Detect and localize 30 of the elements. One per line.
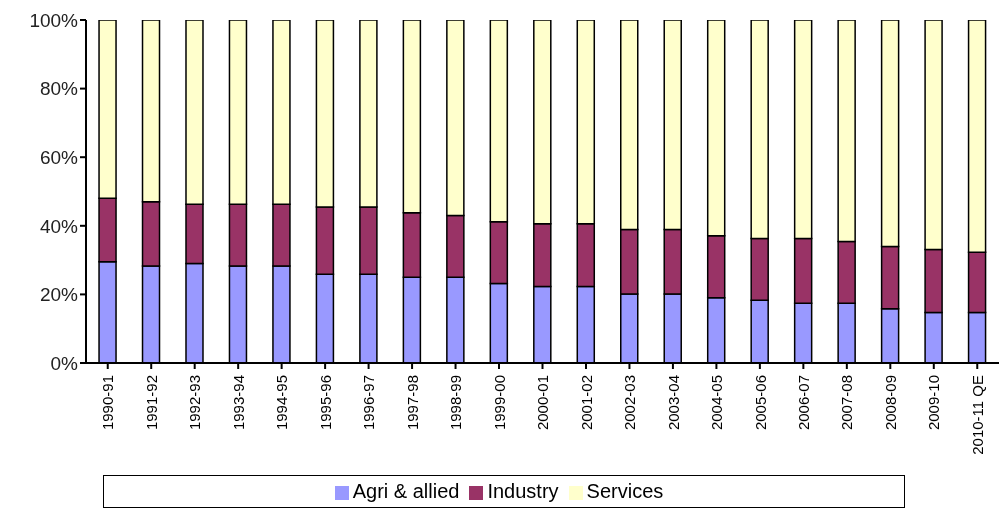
x-tick-label: 1990-91: [99, 375, 117, 431]
x-tick-label: 1998-99: [447, 375, 465, 431]
x-tick-label: 2003-04: [664, 375, 682, 431]
x-tick-label: 2010-11 QE: [968, 375, 986, 455]
x-tick-label: 1995-96: [316, 375, 334, 431]
legend-label: Services: [586, 480, 664, 502]
x-tick-label: 1996-97: [360, 375, 378, 431]
x-tick-label: 1994-95: [273, 375, 291, 431]
x-tick-label: 1992-93: [186, 375, 204, 431]
x-tick-label: 2002-03: [621, 375, 639, 431]
y-tick-label: 40%: [39, 215, 79, 237]
x-tick-label: 2007-08: [838, 375, 856, 431]
y-tick-label: 80%: [39, 78, 79, 100]
x-tick-label: 2008-09: [881, 375, 899, 431]
x-tick-label: 2000-01: [534, 375, 552, 431]
y-tick-label: 0%: [50, 352, 79, 374]
x-tick-label: 1999-00: [490, 375, 508, 431]
y-tick-label: 100%: [29, 9, 79, 31]
y-tick-label: 60%: [39, 146, 79, 168]
x-tick-label: 2004-05: [708, 375, 726, 431]
x-tick-label: 2009-10: [925, 375, 943, 431]
x-tick-label: 1991-92: [142, 375, 160, 431]
x-tick-label: 1997-98: [403, 375, 421, 431]
x-tick-label: 1993-94: [229, 375, 247, 431]
legend-label: Agri & allied: [352, 480, 460, 502]
x-tick-label: 2005-06: [751, 375, 769, 431]
y-tick-label: 20%: [39, 284, 79, 306]
legend-label: Industry: [487, 480, 559, 502]
x-tick-label: 2001-02: [577, 375, 595, 431]
x-tick-label: 2006-07: [795, 375, 813, 431]
